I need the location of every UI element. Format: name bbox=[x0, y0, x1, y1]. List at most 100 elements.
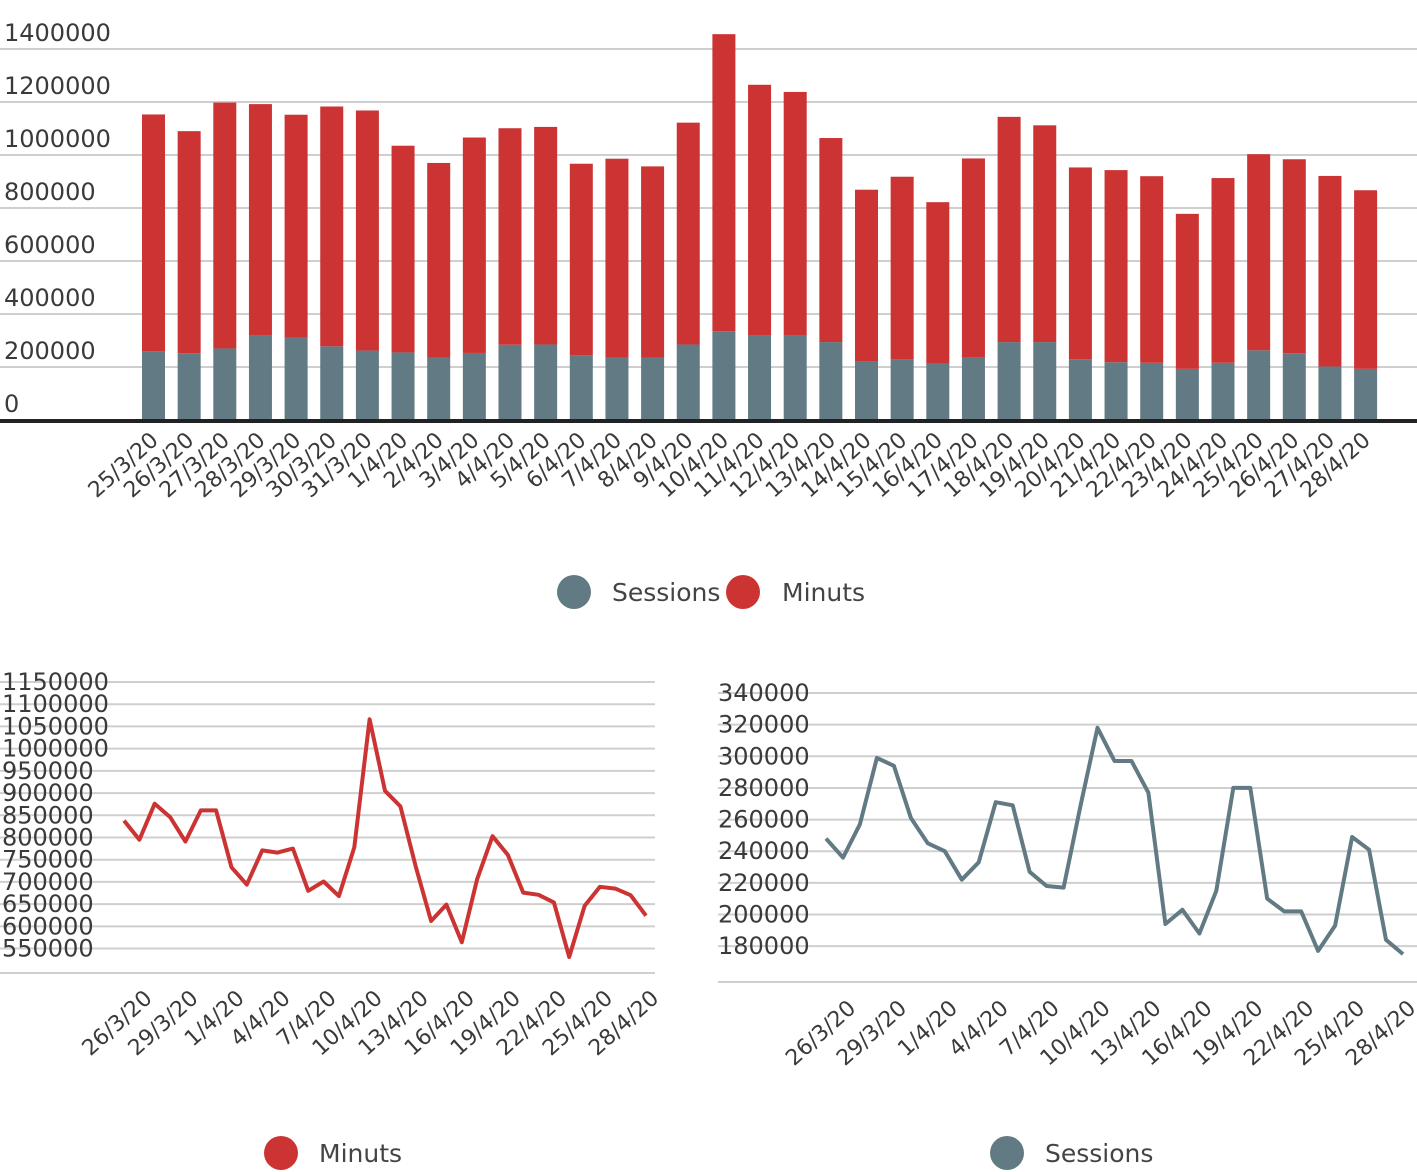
minuts-bar bbox=[819, 138, 843, 343]
sessions-bar bbox=[641, 357, 665, 420]
sessions-bar bbox=[819, 342, 843, 420]
minuts-bar bbox=[926, 202, 950, 364]
sessions-bar bbox=[783, 335, 807, 420]
sessions-bar bbox=[961, 357, 985, 420]
minuts-bar bbox=[1211, 178, 1235, 363]
line-chart-ytick-label: 700000 bbox=[2, 868, 94, 896]
minuts-bar bbox=[1282, 159, 1306, 354]
line-chart-ytick-label: 550000 bbox=[2, 935, 94, 963]
sessions-bar bbox=[1104, 362, 1128, 420]
sessions-bar bbox=[1068, 359, 1092, 420]
line-chart-ytick-label: 260000 bbox=[718, 806, 810, 834]
bar-chart-ytick-label: 1400000 bbox=[4, 19, 111, 47]
sessions-bar bbox=[177, 353, 201, 420]
legend-sessions-label: Sessions bbox=[612, 578, 720, 607]
sessions-bar bbox=[1175, 368, 1199, 420]
line-chart-ytick-label: 220000 bbox=[718, 869, 810, 897]
minuts-bar bbox=[712, 34, 736, 332]
line-chart-ytick-label: 650000 bbox=[2, 890, 94, 918]
line-chart-ytick-label: 800000 bbox=[2, 823, 94, 851]
line-chart-ytick-label: 300000 bbox=[718, 742, 810, 770]
minuts-bar bbox=[320, 106, 344, 347]
minuts-bar bbox=[1033, 125, 1057, 343]
legend-sessions-label: Sessions bbox=[1045, 1139, 1153, 1168]
line-chart-ytick-label: 600000 bbox=[2, 912, 94, 940]
minuts-bar bbox=[177, 131, 201, 354]
minuts-bar bbox=[142, 114, 165, 352]
minuts-bar bbox=[605, 158, 629, 358]
line-chart-ytick-label: 200000 bbox=[718, 901, 810, 929]
line-chart-ytick-label: 240000 bbox=[718, 837, 810, 865]
line-chart-ytick-label: 180000 bbox=[718, 932, 810, 960]
sessions-bar bbox=[284, 337, 308, 420]
legend-sessions-marker bbox=[990, 1136, 1024, 1170]
minuts-bar bbox=[462, 137, 486, 353]
stacked-bar-chart: 0 200000 400000 600000 800000 1000000 1200000 1… bbox=[0, 19, 1417, 609]
legend-minuts-label: Minuts bbox=[782, 578, 865, 607]
bar-chart-ytick-label: 200000 bbox=[4, 337, 96, 365]
bar-chart-ytick-label: 600000 bbox=[4, 231, 96, 259]
minuts-bar bbox=[1068, 167, 1092, 360]
minuts-bar bbox=[676, 122, 700, 345]
line-chart-ytick-label: 1000000 bbox=[2, 735, 109, 763]
minuts-bar bbox=[427, 162, 451, 358]
minuts-bar bbox=[961, 158, 985, 358]
sessions-bar bbox=[142, 351, 165, 420]
sessions-bar bbox=[320, 346, 344, 420]
sessions-bar bbox=[1211, 362, 1235, 420]
line-series-sessions bbox=[824, 725, 1405, 956]
minuts-bar bbox=[284, 114, 308, 338]
sessions-bar bbox=[569, 355, 593, 420]
line-chart-ytick-label: 750000 bbox=[2, 846, 94, 874]
bar-chart-ytick-label: 0 bbox=[4, 390, 19, 418]
sessions-bar bbox=[1247, 350, 1271, 420]
line-chart-ytick-label: 280000 bbox=[718, 774, 810, 802]
sessions-bar bbox=[712, 331, 736, 420]
sessions-bar bbox=[1282, 353, 1306, 420]
line-chart-ytick-label: 900000 bbox=[2, 779, 94, 807]
minuts-bar bbox=[391, 145, 415, 353]
sessions-bar bbox=[427, 357, 451, 420]
sessions-bar bbox=[855, 361, 878, 420]
legend-minuts-marker bbox=[264, 1136, 298, 1170]
minuts-bar bbox=[1247, 154, 1271, 351]
line-chart-ytick-label: 1050000 bbox=[2, 712, 109, 740]
sessions-bar bbox=[498, 344, 522, 420]
sessions-bar bbox=[248, 335, 272, 420]
legend-sessions-marker bbox=[557, 575, 591, 609]
minuts-bar bbox=[748, 84, 772, 336]
sessions-bar bbox=[391, 352, 415, 420]
minuts-bar bbox=[1318, 175, 1342, 367]
sessions-bar bbox=[1354, 368, 1378, 420]
line-series-minuts bbox=[122, 717, 648, 959]
bar-chart-ytick-label: 1200000 bbox=[4, 72, 111, 100]
line-chart-ytick-label: 340000 bbox=[718, 679, 810, 707]
minuts-bar bbox=[1175, 213, 1199, 369]
minuts-bar bbox=[783, 91, 807, 336]
minuts-bar bbox=[641, 166, 665, 358]
sessions-bar bbox=[748, 335, 772, 420]
sessions-bar bbox=[997, 342, 1021, 420]
minuts-bar bbox=[1140, 176, 1164, 363]
minuts-bar bbox=[534, 126, 558, 345]
bar-chart-ytick-label: 800000 bbox=[4, 178, 96, 206]
minuts-bar bbox=[997, 116, 1021, 343]
bar-chart-ytick-label: 1000000 bbox=[4, 125, 111, 153]
sessions-bar bbox=[605, 357, 629, 420]
line-chart-ytick-label: 320000 bbox=[718, 711, 810, 739]
minuts-bar bbox=[213, 102, 237, 349]
minuts-bar bbox=[1104, 170, 1128, 363]
legend-minuts-label: Minuts bbox=[319, 1139, 402, 1168]
line-chart-ytick-label: 1100000 bbox=[2, 690, 109, 718]
minuts-bar bbox=[855, 189, 878, 362]
sessions-bar bbox=[676, 344, 700, 420]
sessions-bar bbox=[926, 363, 950, 420]
line-chart-ytick-label: 1150000 bbox=[2, 668, 109, 696]
minuts-bar bbox=[1354, 190, 1378, 369]
minuts-bar bbox=[248, 104, 272, 336]
minuts-bar bbox=[498, 128, 522, 345]
minuts-bar bbox=[569, 163, 593, 356]
sessions-bar bbox=[534, 344, 558, 420]
sessions-bar bbox=[213, 348, 237, 420]
